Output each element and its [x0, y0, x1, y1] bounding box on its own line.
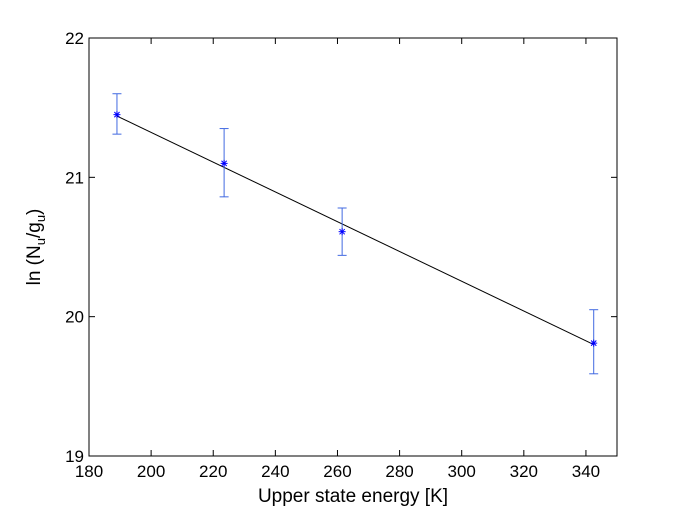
y-label-sub1: u	[33, 238, 48, 245]
fit-line	[116, 115, 594, 345]
x-axis-label: Upper state energy [K]	[258, 486, 448, 507]
axes-box	[88, 37, 618, 457]
data-point	[590, 339, 598, 347]
data-point	[113, 111, 121, 119]
data-point	[338, 228, 346, 236]
y-tick-label: 22	[65, 29, 84, 48]
x-tick-label: 260	[323, 462, 351, 481]
fit-line-layer	[116, 115, 594, 345]
points-layer	[113, 111, 598, 347]
y-label-sub2: u	[33, 215, 48, 222]
x-tick-label: 280	[385, 462, 413, 481]
y-tick-label: 20	[65, 308, 84, 327]
y-label-suffix: )	[24, 209, 45, 215]
point-marker-d2	[221, 160, 228, 167]
ticks-layer: 180 200 220 240 260 280 300 320 340 19 20 21 22	[65, 29, 617, 481]
x-tick-label: 180	[75, 462, 103, 481]
y-label-mid: /g	[24, 222, 45, 238]
y-axis-label: ln (Nu/gu)	[24, 209, 48, 286]
data-point	[220, 159, 228, 167]
point-marker-d2	[339, 228, 346, 235]
x-tick-label: 320	[510, 462, 538, 481]
x-tick-label: 300	[448, 462, 476, 481]
x-tick-label: 340	[572, 462, 600, 481]
point-marker-d2	[590, 340, 597, 347]
x-tick-label: 240	[261, 462, 289, 481]
y-label-prefix: ln (N	[24, 245, 45, 285]
y-tick-label: 21	[65, 168, 84, 187]
x-tick-label: 200	[137, 462, 165, 481]
plot-area	[89, 38, 617, 456]
x-tick-label: 220	[199, 462, 227, 481]
point-marker-d2	[113, 111, 120, 118]
y-tick-label: 19	[65, 447, 84, 466]
